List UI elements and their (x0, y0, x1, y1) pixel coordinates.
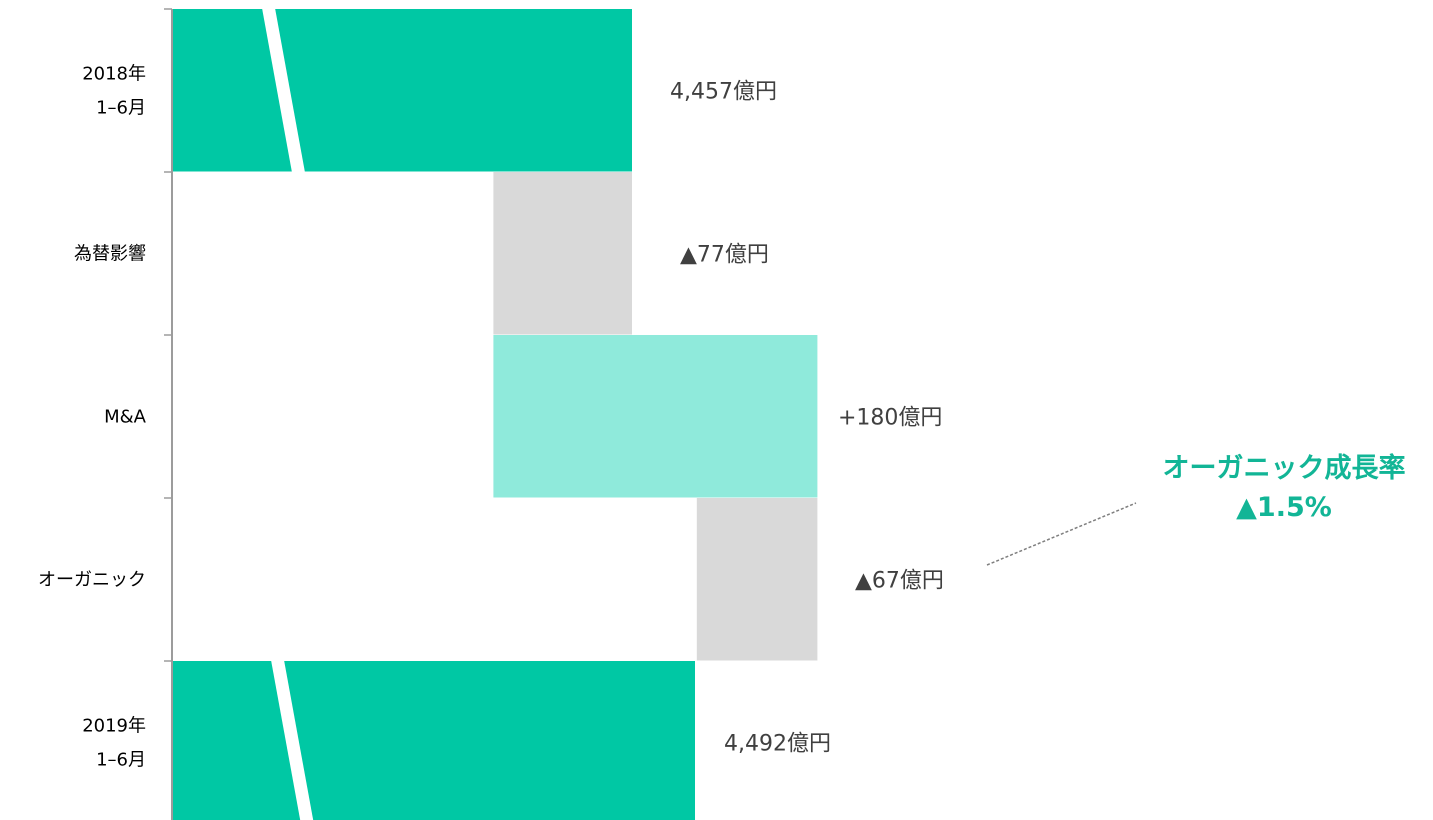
callout-value: ▲1.5% (1236, 492, 1332, 523)
data-label: 4,457億円 (670, 79, 777, 104)
data-label: 4,492億円 (724, 731, 831, 756)
bar-total-0 (172, 9, 632, 172)
data-labels: 4,457億円 ▲77億円 +180億円 ▲67億円 4,492億円 (670, 79, 944, 756)
bar-total-4 (172, 661, 695, 820)
bar-delta-1 (493, 172, 632, 335)
bar-delta-2 (493, 335, 818, 498)
category-label: 2018年 (82, 63, 146, 84)
axis-break-mark (271, 660, 314, 820)
data-label: ▲77億円 (680, 242, 769, 267)
category-axis (164, 8, 173, 820)
category-label: 1–6月 (96, 749, 146, 770)
organic-growth-callout: オーガニック成長率 ▲1.5% (986, 452, 1406, 566)
category-label: M&A (104, 406, 147, 427)
category-label: 1–6月 (96, 97, 146, 118)
axis-break-mark (262, 8, 305, 173)
category-label: 為替影響 (74, 243, 146, 264)
category-label: オーガニック (38, 569, 146, 590)
bars-layer (172, 8, 818, 820)
callout-leader-line (986, 502, 1137, 566)
data-label: ▲67億円 (855, 568, 944, 593)
category-label: 2019年 (82, 715, 146, 736)
callout-title: オーガニック成長率 (1163, 452, 1406, 484)
bar-delta-3 (696, 498, 818, 661)
data-label: +180億円 (838, 405, 942, 430)
